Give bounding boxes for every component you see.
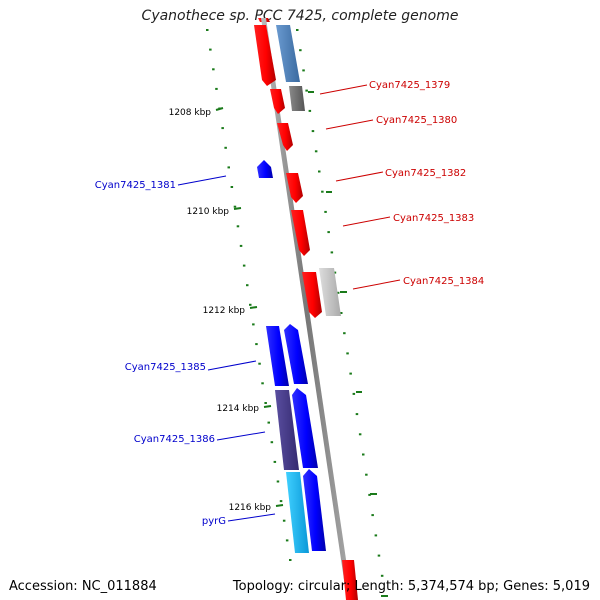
tick-mark [209, 48, 212, 51]
tick-mark [289, 559, 292, 561]
feature-red-e[interactable] [291, 210, 310, 256]
kbp-label: 1210 kbp [187, 207, 230, 217]
tick-mark [273, 460, 277, 463]
tick-mark [365, 473, 368, 476]
topology-text: Topology: circular; Length: 5,374,574 bp… [232, 579, 590, 594]
tick-mark [239, 244, 243, 247]
tick-mark [327, 231, 330, 234]
tick-mark [279, 500, 283, 503]
kbp-label: 1212 kbp [203, 306, 246, 316]
kbp-major-ticks [215, 91, 388, 597]
feature-label[interactable]: Cyan7425_1381 [95, 180, 176, 191]
tick-mark [276, 480, 280, 483]
tick-mark [236, 225, 240, 228]
genome-backbone [261, 18, 352, 600]
tick-mark [352, 392, 356, 395]
tick-mark [264, 402, 267, 404]
feature-lightgrey[interactable] [319, 268, 341, 316]
tick-mark [285, 539, 289, 542]
kbp-label: 1208 kbp [169, 108, 212, 118]
label-leader-lines [177, 84, 401, 522]
tick-mark [252, 323, 255, 326]
tick-mark [362, 453, 365, 456]
tick-mark [255, 343, 258, 346]
tick-mark [358, 433, 362, 436]
tick-mark [299, 49, 302, 52]
tick-mark [270, 441, 274, 444]
tick-mark [224, 146, 227, 149]
feature-blue-pyrg[interactable] [303, 469, 326, 551]
kbp-labels: 1208 kbp 1210 kbp 1212 kbp 1214 kbp 1216… [169, 108, 272, 513]
feature-red-d[interactable] [286, 173, 303, 203]
tick-mark [330, 251, 334, 254]
tick-mark [261, 382, 264, 385]
tick-mark [333, 271, 337, 274]
feature-blue-1385b[interactable] [284, 324, 308, 384]
genome-title: Cyanothece sp. PCC 7425, complete genome [141, 8, 459, 24]
tick-mark [233, 205, 237, 208]
feature-purple[interactable] [275, 390, 299, 470]
feature-red-f[interactable] [302, 272, 322, 318]
tick-mark [314, 150, 318, 153]
tick-mark [302, 69, 305, 72]
tick-mark [321, 190, 324, 193]
tick-mark [246, 284, 249, 287]
tick-mark [296, 29, 299, 31]
tick-mark [343, 332, 346, 335]
feature-steelblue[interactable] [276, 25, 300, 82]
feature-label[interactable]: Cyan7425_1379 [369, 80, 450, 91]
tick-mark [212, 68, 215, 71]
tick-mark [355, 413, 359, 416]
tick-mark [249, 303, 252, 306]
feature-red-c[interactable] [277, 123, 293, 151]
tick-mark [349, 372, 352, 375]
feature-bottom-partial[interactable] [342, 560, 358, 600]
tick-mark [258, 362, 261, 365]
tick-mark [371, 514, 374, 517]
kbp-label: 1216 kbp [229, 503, 272, 513]
tick-mark [227, 166, 230, 169]
tick-mark [368, 493, 371, 496]
feature-blue-small[interactable] [257, 160, 273, 178]
tick-mark [221, 127, 224, 130]
feature-label[interactable]: Cyan7425_1383 [393, 213, 474, 224]
feature-cyan[interactable] [286, 472, 309, 553]
feature-label[interactable]: Cyan7425_1385 [125, 362, 206, 373]
tick-mark [318, 170, 321, 173]
tick-marks-left [206, 29, 292, 561]
feature-blue-1385a[interactable] [266, 326, 289, 386]
tick-mark [336, 291, 340, 294]
feature-label[interactable]: Cyan7425_1384 [403, 276, 484, 287]
tick-mark [340, 312, 343, 314]
feature-grey[interactable] [289, 86, 305, 111]
tick-mark [308, 109, 312, 112]
feature-red-b[interactable] [270, 89, 285, 114]
tick-mark [380, 574, 384, 577]
kbp-label: 1214 kbp [217, 404, 260, 414]
tick-mark [377, 554, 381, 557]
tick-mark [311, 130, 315, 133]
tick-mark [282, 519, 286, 522]
feature-label[interactable]: Cyan7425_1380 [376, 115, 457, 126]
feature-label[interactable]: Cyan7425_1382 [385, 168, 466, 179]
tick-mark [206, 29, 209, 31]
tick-mark [324, 210, 327, 213]
feature-red-a[interactable] [254, 25, 276, 86]
feature-labels: Cyan7425_1379 Cyan7425_1380 Cyan7425_138… [95, 80, 485, 527]
tick-mark [230, 186, 234, 188]
feature-label[interactable]: Cyan7425_1386 [134, 434, 215, 445]
feature-blue-1386[interactable] [292, 388, 318, 468]
tick-mark [374, 534, 378, 537]
tick-mark [267, 421, 270, 424]
accession-text: Accession: NC_011884 [9, 579, 157, 594]
tick-mark [215, 87, 218, 90]
feature-label[interactable]: pyrG [202, 516, 226, 527]
tick-mark [346, 352, 349, 355]
tick-mark [305, 89, 308, 92]
tick-mark [242, 264, 246, 267]
